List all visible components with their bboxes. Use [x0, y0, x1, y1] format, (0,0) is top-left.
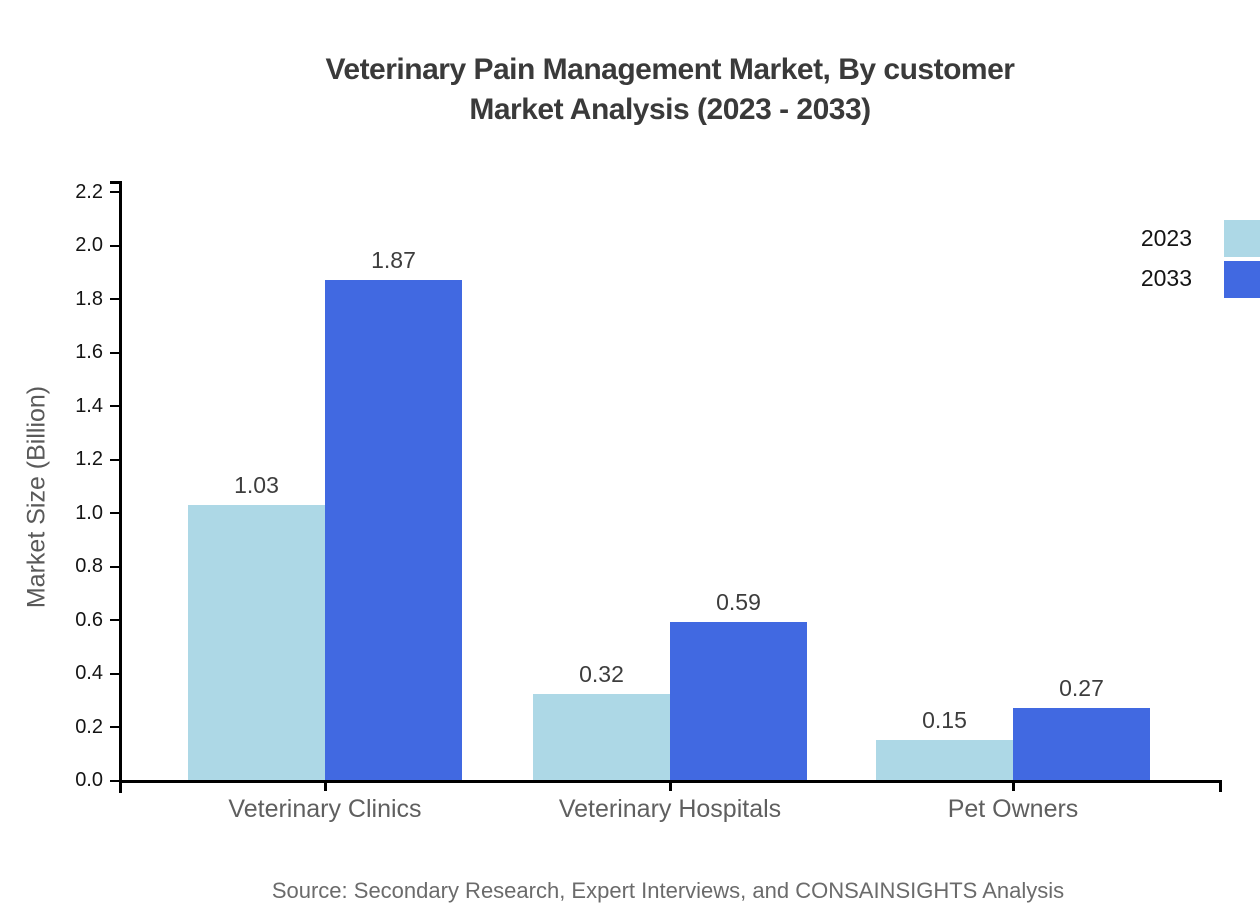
y-tick: [110, 672, 120, 675]
x-tick: [1012, 781, 1015, 791]
bar-value-label: 0.59: [716, 589, 761, 615]
y-tick-label: 0.6: [75, 608, 103, 631]
bar-2033-2: [1013, 708, 1150, 780]
bar-2033-1: [670, 622, 807, 780]
y-axis-spine: [119, 181, 122, 793]
y-tick: [110, 619, 120, 622]
bar-value-label: 0.32: [579, 661, 624, 687]
bar-value-label: 0.27: [1059, 675, 1104, 701]
bar-value-label: 1.87: [371, 247, 416, 273]
bar-value-label: 0.15: [922, 707, 967, 733]
bar-2023-0: [188, 505, 325, 780]
chart-title-line1: Veterinary Pain Management Market, By cu…: [325, 53, 1015, 86]
legend-label-2033: 2033: [1140, 265, 1192, 291]
x-tick: [324, 781, 327, 791]
y-tick-label: 0.2: [75, 715, 103, 738]
bar-2033-0: [325, 280, 462, 780]
y-axis-top-cap: [110, 181, 122, 184]
y-tick-label: 1.6: [75, 341, 103, 364]
legend-swatch-2033: [1224, 261, 1260, 298]
chart-title-line2: Market Analysis (2023 - 2033): [469, 93, 871, 126]
y-tick-label: 1.2: [75, 448, 103, 471]
legend-label-2023: 2023: [1140, 225, 1192, 251]
y-tick: [110, 726, 120, 729]
y-tick-label: 2.2: [75, 180, 103, 203]
y-tick: [110, 779, 120, 782]
y-tick-label: 1.0: [75, 501, 103, 524]
bar-2023-2: [876, 740, 1013, 780]
y-tick-label: 0.0: [75, 769, 103, 791]
y-tick-label: 1.8: [75, 287, 103, 310]
y-tick: [110, 298, 120, 301]
y-tick: [110, 565, 120, 568]
y-tick: [110, 191, 120, 194]
legend-swatch-2023: [1224, 220, 1260, 257]
y-tick: [110, 458, 120, 461]
y-tick-label: 0.4: [75, 662, 103, 685]
y-tick-label: 0.8: [75, 555, 103, 578]
source-note: Source: Secondary Research, Expert Inter…: [271, 878, 1065, 903]
x-tick-label: Pet Owners: [947, 795, 1079, 823]
y-tick: [110, 244, 120, 247]
x-tick: [669, 781, 672, 791]
y-tick-label: 1.4: [75, 394, 103, 417]
y-tick: [110, 351, 120, 354]
y-tick: [110, 512, 120, 515]
bar-value-label: 1.03: [234, 472, 279, 498]
x-axis-right-cap: [1219, 780, 1222, 792]
x-tick-label: Veterinary Hospitals: [558, 795, 782, 823]
chart-title: Veterinary Pain Management Market, By cu…: [326, 50, 1015, 130]
y-tick: [110, 405, 120, 408]
bar-2023-1: [533, 694, 670, 780]
x-tick-label: Veterinary Clinics: [228, 795, 422, 823]
y-tick-label: 2.0: [75, 234, 103, 257]
